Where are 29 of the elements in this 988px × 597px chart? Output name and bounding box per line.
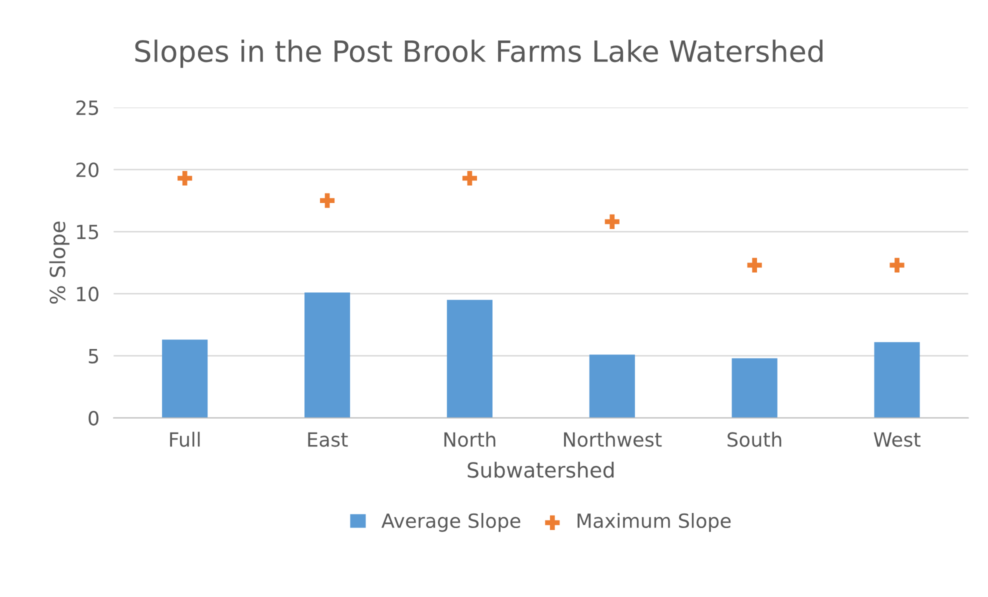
bar: [732, 358, 778, 418]
legend-label: Average Slope: [381, 513, 520, 532]
y-tick-label: 10: [77, 286, 98, 302]
x-tick-label: East: [308, 432, 348, 447]
x-tick-label: Full: [170, 432, 200, 447]
point: [320, 193, 335, 208]
y-tick-label: 15: [77, 224, 98, 240]
point: [890, 258, 904, 272]
x-axis-title: Subwatershed: [468, 462, 614, 478]
y-axis-title: % Slope: [49, 222, 70, 304]
x-tick-label: Northwest: [564, 432, 662, 447]
bar: [874, 342, 920, 418]
chart-title: Slopes in the Post Brook Farms Lake Watershed: [135, 40, 822, 68]
point: [747, 258, 762, 272]
point: [604, 214, 620, 229]
point: [462, 170, 477, 186]
x-tick-label: North: [444, 432, 496, 447]
y-tick-label: 5: [88, 349, 98, 364]
bar: [589, 354, 635, 418]
x-tick-label: West: [874, 432, 920, 447]
x-tick-label: South: [728, 432, 782, 447]
bar: [162, 340, 208, 418]
y-tick-label: 25: [76, 100, 98, 116]
bar: [446, 300, 492, 418]
bar: [304, 292, 350, 418]
y-tick-label: 0: [88, 410, 98, 426]
point: [178, 170, 192, 186]
legend-label: Maximum Slope: [578, 513, 731, 532]
y-tick-label: 20: [76, 162, 98, 178]
